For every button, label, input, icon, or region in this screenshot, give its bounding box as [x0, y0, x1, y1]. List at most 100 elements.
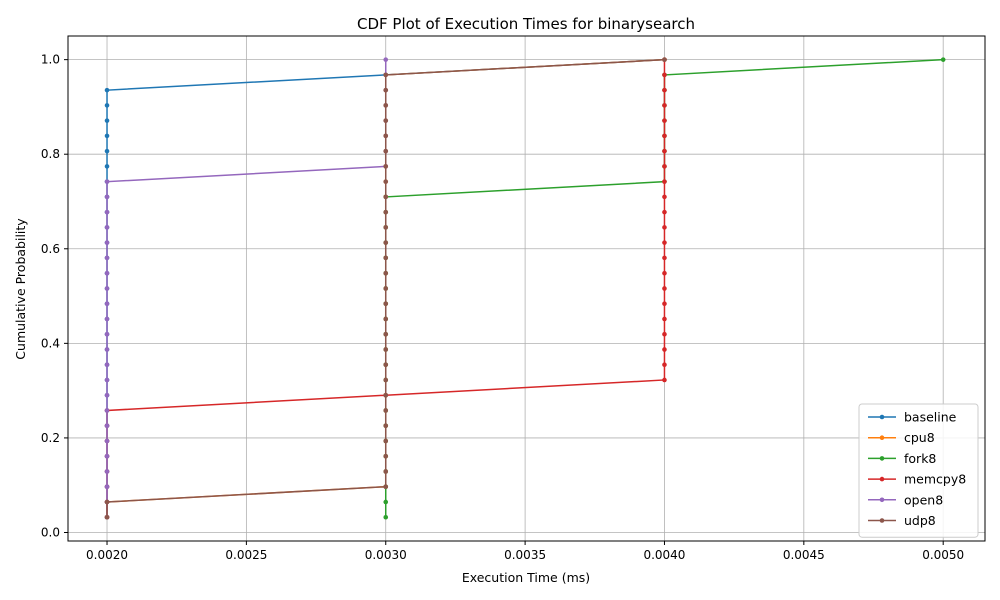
chart-title: CDF Plot of Execution Times for binaryse…	[357, 15, 695, 33]
legend-swatch-marker	[879, 435, 885, 441]
data-point-fork8	[383, 514, 389, 520]
data-point-udp8	[383, 362, 389, 368]
x-tick-label: 0.0050	[922, 548, 964, 562]
data-point-open8	[104, 209, 110, 215]
data-point-open8	[104, 179, 110, 184]
data-point-fork8	[940, 57, 946, 62]
data-point-memcpy8	[662, 240, 667, 245]
y-tick-label: 0.4	[41, 336, 60, 350]
legend-label: cpu8	[904, 430, 935, 445]
data-point-udp8	[383, 377, 389, 383]
data-point-open8	[383, 57, 389, 62]
data-point-baseline	[104, 103, 110, 108]
data-point-udp8	[383, 469, 389, 474]
series-udp8	[104, 57, 667, 520]
data-point-udp8	[383, 240, 389, 245]
x-tick-label: 0.0045	[783, 548, 825, 562]
data-point-udp8	[383, 194, 389, 200]
data-point-memcpy8	[662, 255, 667, 261]
data-point-udp8	[104, 514, 110, 520]
data-point-udp8	[383, 423, 389, 429]
data-point-baseline	[104, 148, 110, 154]
data-point-open8	[104, 438, 110, 444]
data-point-udp8	[383, 225, 389, 230]
data-point-memcpy8	[662, 286, 667, 291]
series-layer	[104, 57, 946, 520]
legend-swatch-marker	[879, 518, 885, 523]
legend-item-fork8: fork8	[868, 451, 936, 466]
y-tick-label: 1.0	[41, 53, 60, 67]
data-point-baseline	[104, 133, 110, 139]
data-point-memcpy8	[662, 87, 667, 93]
data-point-open8	[104, 377, 110, 383]
legend-item-cpu8: cpu8	[868, 430, 935, 445]
data-point-udp8	[383, 118, 389, 123]
data-point-memcpy8	[662, 194, 667, 200]
legend-item-baseline: baseline	[868, 410, 957, 425]
data-point-udp8	[383, 72, 389, 78]
data-point-udp8	[383, 392, 389, 398]
legend-label: fork8	[904, 451, 936, 466]
legend-label: baseline	[904, 410, 957, 425]
data-point-open8	[104, 240, 110, 245]
data-point-udp8	[383, 133, 389, 139]
data-point-memcpy8	[662, 209, 667, 215]
legend-label: udp8	[904, 513, 936, 528]
legend-swatch-marker	[879, 497, 885, 503]
data-point-open8	[104, 270, 110, 276]
data-point-memcpy8	[662, 270, 667, 276]
legend-item-memcpy8: memcpy8	[868, 472, 966, 487]
data-point-udp8	[383, 453, 389, 459]
x-axis-label: Execution Time (ms)	[462, 570, 590, 585]
y-tick-label: 0.8	[41, 147, 60, 161]
data-point-udp8	[383, 408, 389, 413]
data-point-memcpy8	[662, 179, 667, 184]
data-point-udp8	[383, 301, 389, 306]
data-point-memcpy8	[662, 103, 667, 108]
data-point-open8	[104, 286, 110, 291]
x-tick-label: 0.0020	[86, 548, 128, 562]
legend-swatch-marker	[879, 476, 885, 482]
data-point-fork8	[383, 499, 389, 505]
ticks: 0.0020 0.0025 0.0030 0.0035 0.0040 0.0045 0.00…	[41, 53, 964, 562]
data-point-udp8	[383, 255, 389, 261]
data-point-open8	[104, 362, 110, 368]
data-point-memcpy8	[662, 148, 667, 154]
data-point-udp8	[383, 209, 389, 215]
data-point-udp8	[383, 179, 389, 184]
legend-item-open8: open8	[868, 492, 943, 507]
data-point-memcpy8	[662, 118, 667, 123]
x-tick-label: 0.0035	[504, 548, 546, 562]
data-point-open8	[104, 453, 110, 459]
data-point-open8	[104, 484, 110, 490]
data-point-udp8	[104, 499, 110, 505]
data-point-memcpy8	[662, 225, 667, 230]
data-point-memcpy8	[662, 72, 667, 78]
y-tick-label: 0.0	[41, 525, 60, 539]
data-point-open8	[104, 331, 110, 337]
y-axis-label: Cumulative Probability	[13, 218, 28, 360]
data-point-open8	[104, 469, 110, 474]
data-point-memcpy8	[662, 347, 667, 352]
plot-frame	[67, 35, 986, 542]
data-point-udp8	[383, 164, 389, 169]
legend-label: memcpy8	[904, 472, 966, 487]
data-point-baseline	[104, 164, 110, 169]
legend-label: open8	[904, 492, 943, 507]
data-point-baseline	[104, 87, 110, 93]
x-tick-label: 0.0040	[643, 548, 685, 562]
data-point-udp8	[383, 286, 389, 291]
x-tick-label: 0.0025	[225, 548, 267, 562]
data-point-memcpy8	[662, 133, 667, 139]
data-point-open8	[104, 408, 110, 413]
legend-swatch-marker	[879, 414, 885, 420]
data-point-open8	[104, 301, 110, 306]
data-point-open8	[104, 423, 110, 429]
data-point-open8	[104, 347, 110, 352]
data-point-baseline	[104, 118, 110, 123]
data-point-memcpy8	[662, 362, 667, 368]
data-point-udp8	[383, 87, 389, 93]
data-point-udp8	[383, 331, 389, 337]
